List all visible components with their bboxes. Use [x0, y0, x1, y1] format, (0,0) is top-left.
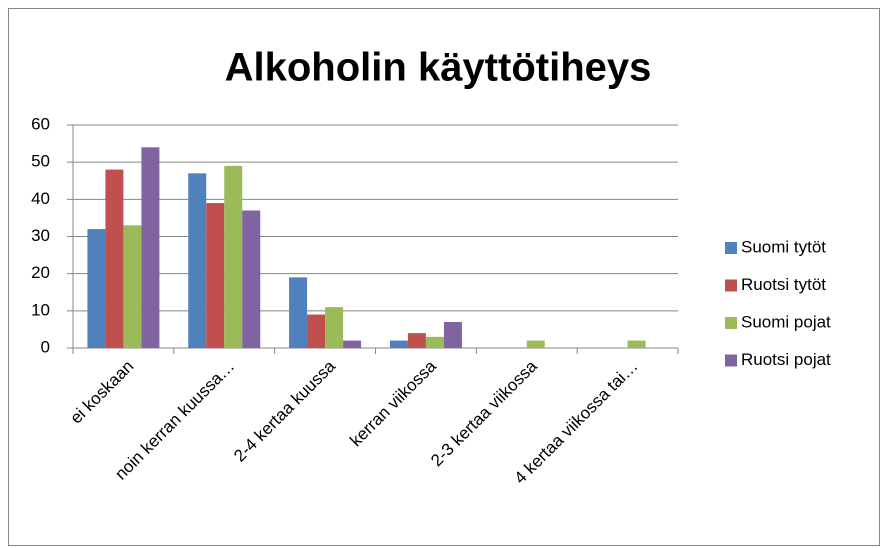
- bar: [289, 277, 308, 348]
- y-tick-label: 30: [31, 226, 50, 245]
- bar: [105, 169, 124, 348]
- y-tick-label: 10: [31, 300, 50, 319]
- bar: [343, 340, 362, 348]
- bar: [389, 340, 408, 348]
- legend-swatch: [725, 317, 737, 329]
- legend-label: Suomi pojat: [741, 312, 831, 331]
- y-tick-label: 0: [41, 337, 50, 356]
- y-tick-label: 20: [31, 263, 50, 282]
- bar: [443, 321, 462, 348]
- y-tick-label: 40: [31, 189, 50, 208]
- bar: [224, 165, 243, 348]
- legend-label: Suomi tytöt: [741, 237, 826, 256]
- legend-label: Ruotsi pojat: [741, 350, 831, 369]
- legend-label: Ruotsi tytöt: [741, 275, 826, 294]
- legend-swatch: [725, 354, 737, 367]
- bar: [407, 333, 426, 348]
- y-tick-label: 60: [31, 114, 50, 133]
- legend-swatch: [725, 242, 737, 254]
- bar: [123, 225, 142, 348]
- bar: [325, 307, 344, 348]
- bar: [627, 340, 646, 348]
- bar: [425, 336, 444, 348]
- chart-title: Alkoholin käyttötiheys: [225, 46, 652, 90]
- y-tick-label: 50: [31, 152, 50, 171]
- bar: [242, 210, 261, 348]
- bar: [188, 173, 207, 348]
- bar: [206, 203, 225, 348]
- bar: [526, 340, 545, 348]
- bar: [141, 147, 160, 348]
- bar: [87, 229, 106, 348]
- bar: [307, 314, 326, 348]
- legend-swatch: [725, 279, 737, 292]
